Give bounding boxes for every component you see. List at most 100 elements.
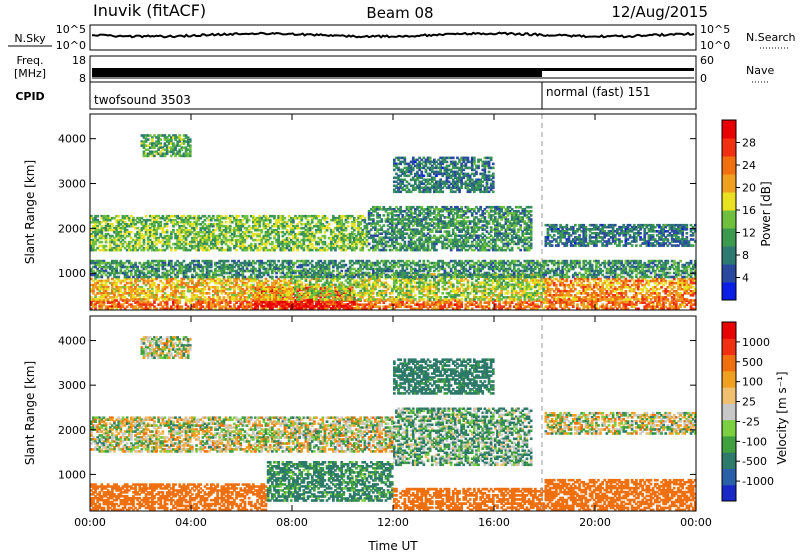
power-cell	[323, 303, 327, 306]
power-cell	[258, 298, 261, 301]
power-cell	[218, 277, 222, 281]
power-cell	[399, 301, 402, 304]
power-cell	[233, 285, 236, 289]
power-cell	[296, 307, 299, 310]
power-cell	[155, 298, 158, 301]
power-cell	[275, 303, 278, 306]
power-cell	[207, 299, 211, 302]
power-cell	[188, 298, 192, 301]
power-cell	[300, 291, 304, 295]
power-cell	[306, 296, 310, 299]
power-cell	[340, 287, 344, 291]
power-cell	[197, 281, 200, 285]
power-cell	[660, 305, 663, 309]
power-cell	[504, 299, 508, 302]
power-cell	[235, 298, 238, 301]
power-cell	[285, 281, 289, 285]
power-cell	[254, 307, 257, 310]
power-cell	[283, 298, 287, 301]
power-cell	[374, 298, 377, 301]
power-cell	[172, 303, 175, 307]
power-cell	[134, 305, 137, 309]
power-cell	[186, 307, 190, 311]
power-cell	[302, 305, 306, 308]
power-cell	[433, 305, 436, 309]
power-cell	[304, 283, 308, 287]
power-cell	[420, 307, 424, 311]
power-cell	[92, 285, 95, 289]
power-cell	[138, 301, 142, 304]
power-cell	[365, 289, 369, 293]
power-cell	[372, 287, 375, 291]
power-cell	[405, 267, 409, 271]
power-cell	[184, 303, 188, 307]
power-cell	[111, 292, 114, 295]
power-cell	[306, 298, 310, 302]
power-cell	[292, 281, 295, 285]
power-cell	[300, 285, 304, 289]
power-cell	[397, 303, 400, 307]
power-cell	[344, 305, 348, 308]
power-cell	[285, 287, 289, 291]
power-cell	[323, 301, 327, 304]
power-cell	[182, 292, 186, 295]
power-cell	[441, 305, 445, 309]
power-cell	[302, 307, 306, 311]
power-cell	[216, 299, 219, 302]
power-cell	[298, 301, 301, 304]
nsearch-tick-top: 10^5	[700, 23, 730, 36]
power-cell	[386, 287, 390, 291]
power-cell	[378, 293, 381, 297]
power-cell	[296, 279, 299, 283]
power-cell	[132, 305, 135, 309]
cpid-panel: CPID twofsound 3503 normal (fast) 151	[15, 81, 697, 110]
power-cell	[321, 305, 325, 308]
power-cell	[479, 305, 482, 309]
power-cell	[289, 296, 293, 299]
power-cell	[315, 277, 318, 281]
power-cell	[104, 287, 108, 291]
power-cell	[268, 300, 272, 304]
power-cell	[167, 279, 171, 283]
power-cell	[233, 294, 236, 297]
power-cell	[157, 285, 160, 289]
power-cell	[563, 303, 567, 307]
power-cell	[494, 303, 497, 307]
power-cell	[323, 289, 327, 293]
power-cell	[342, 289, 346, 293]
power-cell	[222, 298, 226, 301]
power-cell	[609, 301, 613, 304]
power-cell	[422, 298, 426, 301]
power-cell	[151, 281, 154, 285]
power-cell	[376, 301, 379, 304]
power-cell	[186, 281, 190, 285]
power-cell	[298, 285, 301, 289]
power-cell	[275, 292, 278, 295]
power-cell	[329, 307, 333, 310]
power-cell	[542, 307, 546, 311]
power-cell	[411, 301, 415, 304]
power-cell	[414, 298, 417, 301]
power-cell	[439, 301, 442, 304]
power-cell	[239, 294, 243, 297]
power-cell	[517, 303, 520, 307]
power-cell	[397, 287, 400, 291]
power-cell	[273, 298, 276, 301]
power-cell	[397, 296, 400, 299]
power-cell	[409, 301, 413, 304]
power-cell	[140, 301, 144, 304]
power-cell	[146, 301, 150, 304]
power-cell	[426, 299, 430, 302]
power-cell	[357, 275, 360, 279]
power-cell	[245, 298, 249, 301]
power-cell	[170, 283, 173, 287]
power-cell	[212, 305, 215, 309]
power-cell	[119, 305, 123, 309]
power-cell	[260, 285, 264, 289]
power-cell	[167, 307, 171, 311]
power-cell	[473, 303, 476, 307]
power-cell	[595, 307, 598, 311]
power-cell	[184, 298, 188, 301]
power-cell	[418, 307, 421, 311]
power-cell	[271, 275, 274, 279]
